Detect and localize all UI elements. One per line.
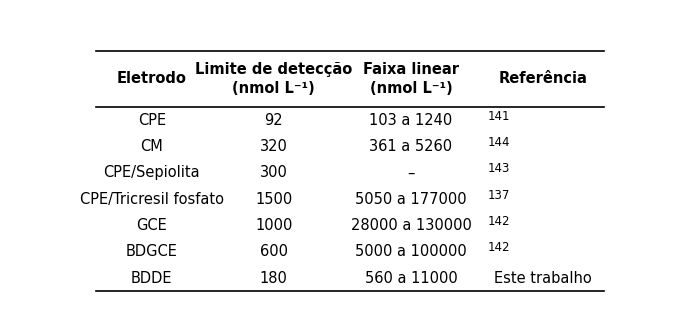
Text: BDGCE: BDGCE: [126, 244, 178, 259]
Text: 103 a 1240: 103 a 1240: [370, 113, 453, 128]
Text: CPE/Sepiolita: CPE/Sepiolita: [104, 165, 200, 180]
Text: 28000 a 130000: 28000 a 130000: [350, 218, 471, 233]
Text: GCE: GCE: [137, 218, 167, 233]
Text: 560 a 11000: 560 a 11000: [365, 270, 458, 286]
Text: 1000: 1000: [255, 218, 292, 233]
Text: Referência: Referência: [499, 72, 587, 86]
Text: Este trabalho: Este trabalho: [494, 270, 592, 286]
Text: 5050 a 177000: 5050 a 177000: [355, 192, 466, 207]
Text: 5000 a 100000: 5000 a 100000: [355, 244, 467, 259]
Text: 600: 600: [260, 244, 288, 259]
Text: Faixa linear
(nmol L⁻¹): Faixa linear (nmol L⁻¹): [363, 62, 459, 96]
Text: CM: CM: [141, 139, 163, 154]
Text: CPE/Tricresil fosfato: CPE/Tricresil fosfato: [80, 192, 224, 207]
Text: 137: 137: [487, 188, 510, 202]
Text: 300: 300: [260, 165, 288, 180]
Text: 92: 92: [264, 113, 283, 128]
Text: Eletrodo: Eletrodo: [117, 72, 186, 86]
Text: CPE: CPE: [138, 113, 166, 128]
Text: –: –: [407, 165, 415, 180]
Text: 142: 142: [487, 215, 510, 228]
Text: BDDE: BDDE: [131, 270, 173, 286]
Text: 180: 180: [260, 270, 288, 286]
Text: 143: 143: [487, 162, 510, 175]
Text: Limite de detecção
(nmol L⁻¹): Limite de detecção (nmol L⁻¹): [195, 62, 352, 96]
Text: 142: 142: [487, 241, 510, 254]
Text: 361 a 5260: 361 a 5260: [370, 139, 453, 154]
Text: 144: 144: [487, 136, 510, 149]
Text: 141: 141: [487, 110, 510, 123]
Text: 320: 320: [260, 139, 288, 154]
Text: 1500: 1500: [255, 192, 292, 207]
